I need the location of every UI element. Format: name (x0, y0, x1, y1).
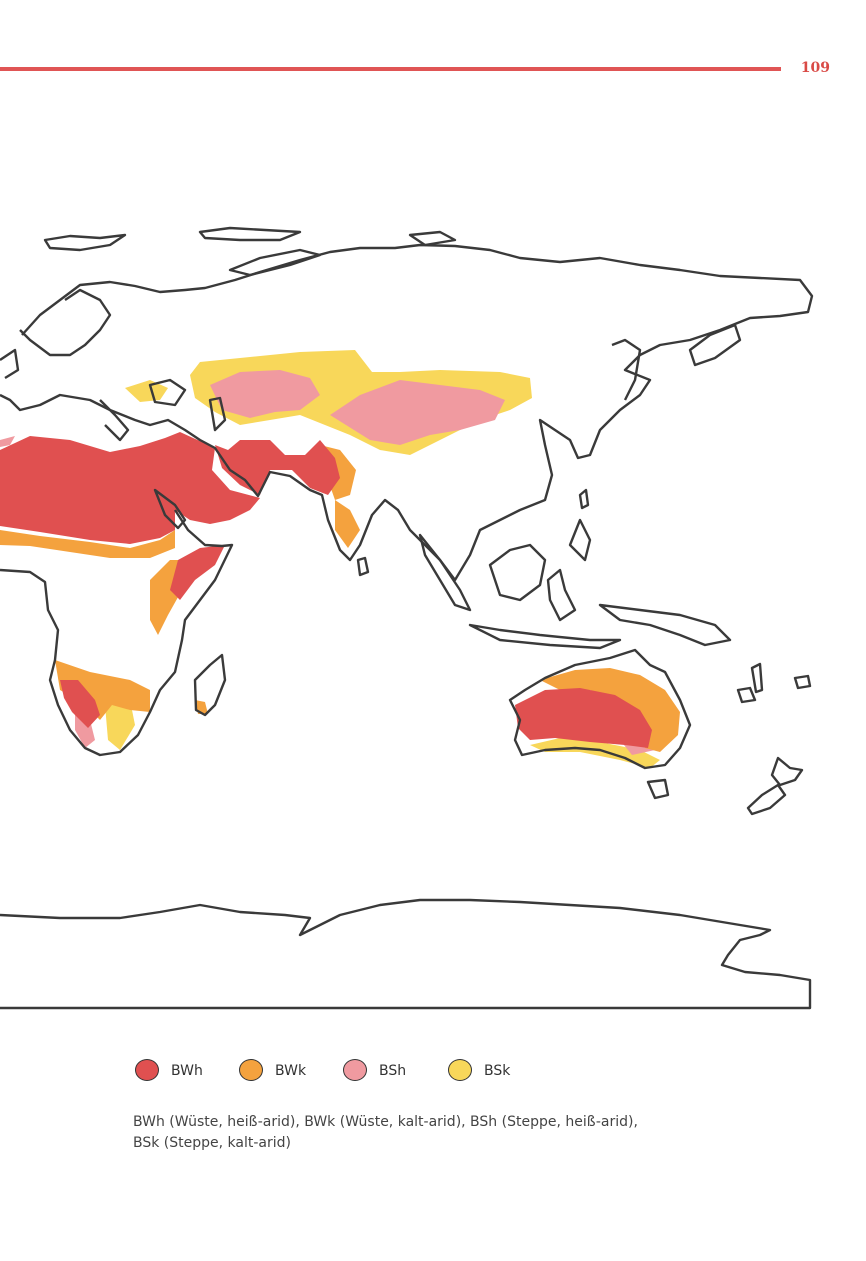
legend-swatch-bsh (343, 1059, 367, 1081)
coast-scandinavia (19, 288, 112, 357)
coast-island-a (736, 686, 757, 704)
coast-arctic-2 (228, 248, 322, 277)
coast-nz-south (746, 783, 787, 816)
legend-label-bwh: BWh (171, 1063, 203, 1079)
coast-uk (0, 348, 20, 380)
zone-bwh-arabia (215, 440, 340, 495)
world-map (0, 226, 814, 1010)
legend: BWh BWk BSh BSk (135, 1058, 655, 1088)
zone-bsh-sahel (0, 436, 15, 447)
coast-madagascar (193, 653, 227, 717)
coast-africa (0, 509, 234, 757)
top-rule (0, 67, 781, 71)
zone-bsk-med (125, 380, 168, 402)
legend-swatch-bsk (448, 1059, 472, 1081)
coast-sumatra (418, 533, 472, 612)
zone-bwh-namib (60, 680, 100, 728)
coast-sulawesi (546, 568, 577, 622)
caption-line-2: BSk (Steppe, kalt-arid) (133, 1135, 291, 1151)
zone-bwk-sahel (0, 530, 175, 558)
caption-line-1: BWh (Wüste, heiß-arid), BWk (Wüste, kalt… (133, 1114, 638, 1130)
coast-island-b (793, 674, 812, 690)
coast-svalbard (43, 233, 127, 252)
coast-caspian (208, 396, 227, 432)
zone-bsh-central-asia-west (210, 370, 320, 418)
coast-med-italy (99, 399, 130, 442)
coast-tasmania (646, 778, 670, 800)
climate-zones (0, 350, 680, 768)
zone-bwh-australia (515, 688, 652, 748)
coast-novaya (198, 226, 302, 242)
legend-swatch-bwk (239, 1059, 263, 1081)
coast-nz-north (770, 756, 804, 787)
coast-new-guinea (598, 603, 732, 647)
zone-bsk-south-africa (105, 700, 135, 750)
legend-label-bsk: BSk (484, 1063, 511, 1079)
coast-severnaya (408, 230, 457, 247)
coast-philippines (568, 518, 592, 562)
coast-australia (508, 648, 692, 770)
coast-borneo (488, 543, 547, 602)
coastlines (0, 226, 814, 1010)
coast-red-sea (153, 488, 187, 530)
coast-kamchatka (611, 338, 642, 401)
coast-japan (688, 323, 742, 367)
coast-java (468, 623, 622, 650)
coast-eurasia (0, 243, 814, 582)
coast-taiwan (578, 488, 590, 510)
legend-label-bsh: BSh (379, 1063, 407, 1079)
legend-label-bwk: BWk (275, 1063, 307, 1079)
legend-swatch-bwh (135, 1059, 159, 1081)
map-caption: BWh (Wüste, heiß-arid), BWk (Wüste, kalt… (133, 1112, 733, 1154)
zone-bsh-central-asia-east (330, 380, 505, 445)
coast-antarctica (0, 898, 812, 1010)
zone-bwk-india-south (335, 500, 360, 548)
zone-bwh-sahara (0, 432, 260, 544)
zone-bwk-south-africa (55, 660, 150, 720)
coast-srilanka (356, 556, 370, 577)
page-number: 109 (800, 60, 830, 76)
coast-island-c (750, 662, 764, 694)
coast-black-sea (148, 378, 187, 407)
zone-bwh-horn (170, 545, 225, 600)
